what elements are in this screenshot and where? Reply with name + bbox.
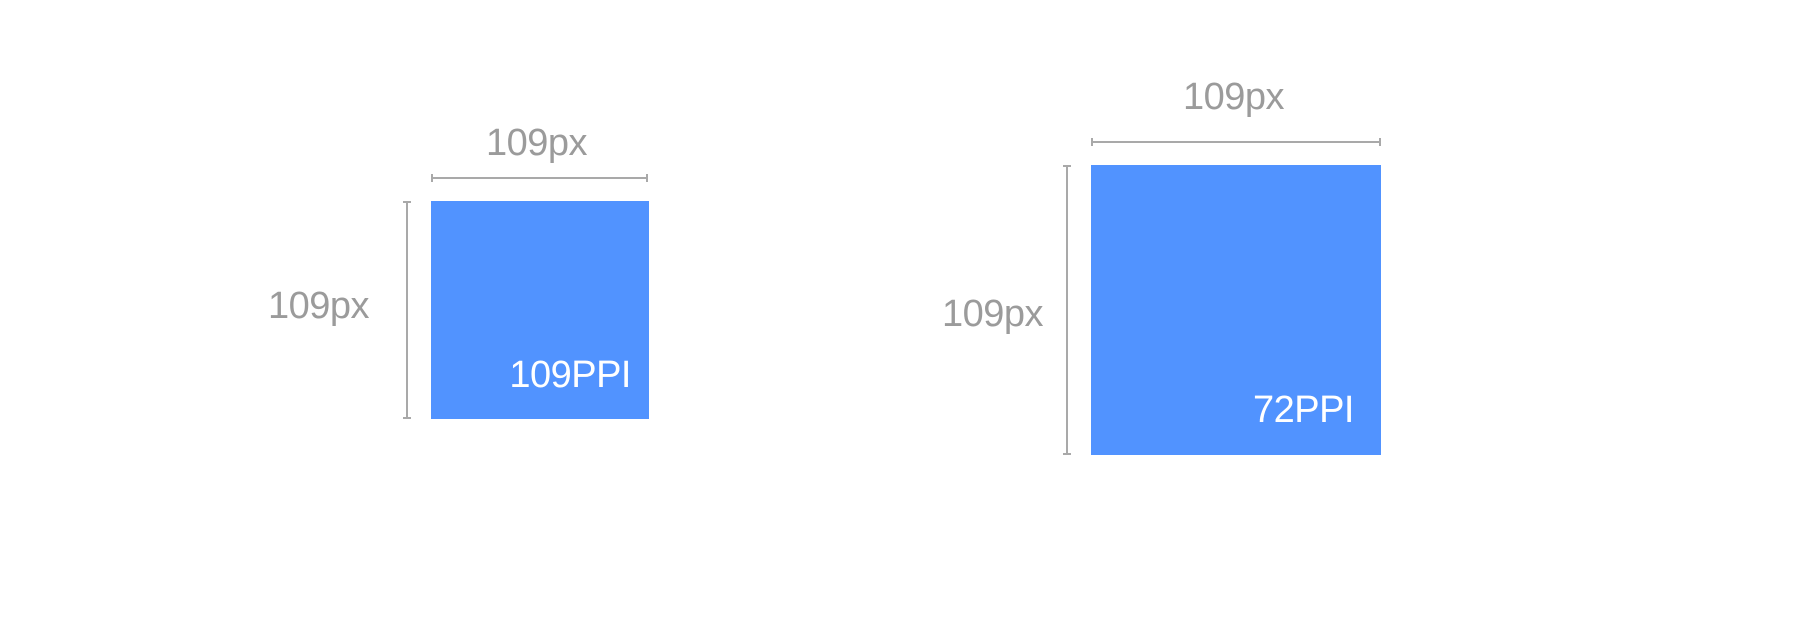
blue-square-72ppi: 72PPI: [1091, 165, 1381, 455]
width-dimension-tick-left: [431, 174, 433, 182]
height-dimension-line: [406, 201, 408, 419]
width-dimension-tick-right: [1379, 138, 1381, 146]
height-dimension-tick-bottom: [403, 417, 411, 419]
width-label: 109px: [1183, 76, 1285, 118]
height-dimension-tick-top: [403, 201, 411, 203]
figure-72ppi: 109px 109px 72PPI: [900, 0, 1800, 620]
height-dimension-line: [1066, 165, 1068, 455]
width-label: 109px: [486, 122, 588, 164]
height-label: 109px: [942, 293, 1044, 335]
width-dimension-tick-right: [646, 174, 648, 182]
width-dimension-line: [1091, 141, 1381, 143]
width-dimension-tick-left: [1091, 138, 1093, 146]
height-dimension-tick-top: [1063, 165, 1071, 167]
ppi-label: 109PPI: [509, 354, 631, 396]
figure-109ppi: 109px 109px 109PPI: [268, 122, 649, 419]
height-dimension-tick-bottom: [1063, 453, 1071, 455]
blue-square-109ppi: 109PPI: [431, 201, 649, 419]
height-label: 109px: [268, 285, 370, 327]
width-dimension-line: [431, 177, 648, 179]
ppi-label: 72PPI: [1252, 389, 1355, 431]
